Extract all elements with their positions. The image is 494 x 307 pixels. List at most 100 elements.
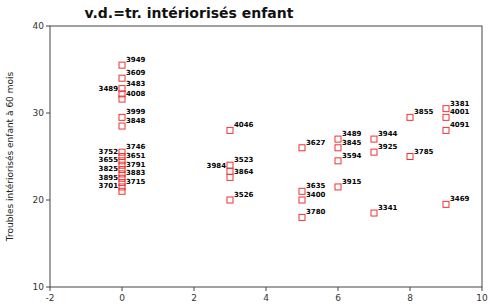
point-label: 4046 — [234, 121, 254, 129]
point-label: 3984 — [207, 162, 227, 170]
point — [119, 188, 125, 194]
x-tick — [194, 287, 195, 291]
point-label: 3746 — [126, 143, 146, 151]
point-label: 3489 — [99, 85, 119, 93]
point-label: 3864 — [234, 168, 254, 176]
point — [119, 149, 125, 155]
point-label: 3791 — [126, 161, 146, 169]
point — [119, 114, 125, 120]
point-label: 3780 — [306, 208, 326, 216]
point — [119, 167, 125, 173]
point-label: 3635 — [306, 182, 326, 190]
x-tick — [410, 287, 411, 291]
point — [119, 162, 125, 168]
point-label: 3752 — [99, 148, 119, 156]
point — [119, 75, 125, 81]
plot-frame — [50, 26, 482, 287]
x-tick — [482, 287, 483, 291]
point-label: 3715 — [126, 178, 146, 186]
point-label: 3594 — [342, 152, 362, 160]
x-tick-label: 0 — [119, 293, 125, 303]
point — [227, 197, 233, 203]
point — [227, 162, 233, 168]
x-tick-label: 4 — [263, 293, 269, 303]
point — [443, 127, 449, 133]
point — [407, 154, 413, 160]
point-label: 3489 — [342, 130, 362, 138]
point-label: 3655 — [99, 156, 119, 164]
point-label: 3400 — [306, 191, 326, 199]
y-tick-label: 30 — [33, 108, 45, 118]
point-label: 3785 — [414, 148, 434, 156]
point — [371, 136, 377, 142]
point-label: 3895 — [99, 174, 119, 182]
point-label: 4091 — [450, 121, 470, 129]
point — [407, 114, 413, 120]
x-tick-label: 6 — [335, 293, 341, 303]
point — [119, 96, 125, 102]
point — [119, 184, 125, 190]
y-tick — [46, 200, 50, 201]
x-tick-label: 2 — [191, 293, 197, 303]
point-label: 3848 — [126, 117, 146, 125]
y-tick — [46, 287, 50, 288]
point — [335, 158, 341, 164]
point — [227, 127, 233, 133]
y-tick-label: 40 — [33, 21, 45, 31]
point — [227, 168, 233, 174]
point — [335, 136, 341, 142]
y-tick — [46, 26, 50, 27]
point-label: 3483 — [126, 80, 146, 88]
point — [119, 175, 125, 181]
point-label: 3381 — [450, 100, 470, 108]
point — [443, 106, 449, 112]
point-label: 3526 — [234, 191, 254, 199]
x-tick — [122, 287, 123, 291]
point-label: 3609 — [126, 69, 146, 77]
point — [119, 154, 125, 160]
point-label: 3651 — [126, 152, 146, 160]
point — [299, 145, 305, 151]
y-tick-label: 10 — [33, 282, 45, 292]
point — [119, 180, 125, 186]
chart-title: v.d.=tr. intériorisés enfant — [85, 5, 294, 21]
x-tick-label: 10 — [476, 293, 488, 303]
point — [119, 62, 125, 68]
point-label: 3944 — [378, 130, 398, 138]
x-tick-label: -2 — [46, 293, 55, 303]
point-label: 3341 — [378, 204, 398, 212]
point-label: 3627 — [306, 139, 326, 147]
point-label: 3855 — [414, 108, 434, 116]
point-label: 4008 — [126, 90, 146, 98]
point-label: 3999 — [126, 108, 146, 116]
point-label: 3469 — [450, 195, 470, 203]
point — [371, 149, 377, 155]
x-tick — [338, 287, 339, 291]
points — [119, 62, 449, 220]
point-label: 3925 — [378, 143, 398, 151]
point-label: 4001 — [450, 108, 470, 116]
y-axis-label: Troubles intériorisés enfant à 60 mois — [5, 72, 15, 243]
point — [299, 197, 305, 203]
y-tick — [46, 113, 50, 114]
point-label: 3949 — [126, 56, 146, 64]
point — [335, 184, 341, 190]
point — [443, 114, 449, 120]
point — [119, 158, 125, 164]
point — [119, 171, 125, 177]
x-tick — [50, 287, 51, 291]
point — [119, 123, 125, 129]
point-label: 3915 — [342, 178, 362, 186]
point — [227, 174, 233, 180]
point-label: 3523 — [234, 156, 254, 164]
point — [371, 210, 377, 216]
x-tick-label: 8 — [407, 293, 413, 303]
point-label: 3845 — [342, 139, 362, 147]
point — [299, 214, 305, 220]
x-tick — [266, 287, 267, 291]
point — [443, 201, 449, 207]
point — [299, 188, 305, 194]
chart: -2 0 2 4 6 8 10 10 20 30 40 Troubles intériorisés e… — [0, 0, 494, 307]
point-label: 3825 — [99, 165, 119, 173]
y-tick-label: 20 — [33, 195, 45, 205]
